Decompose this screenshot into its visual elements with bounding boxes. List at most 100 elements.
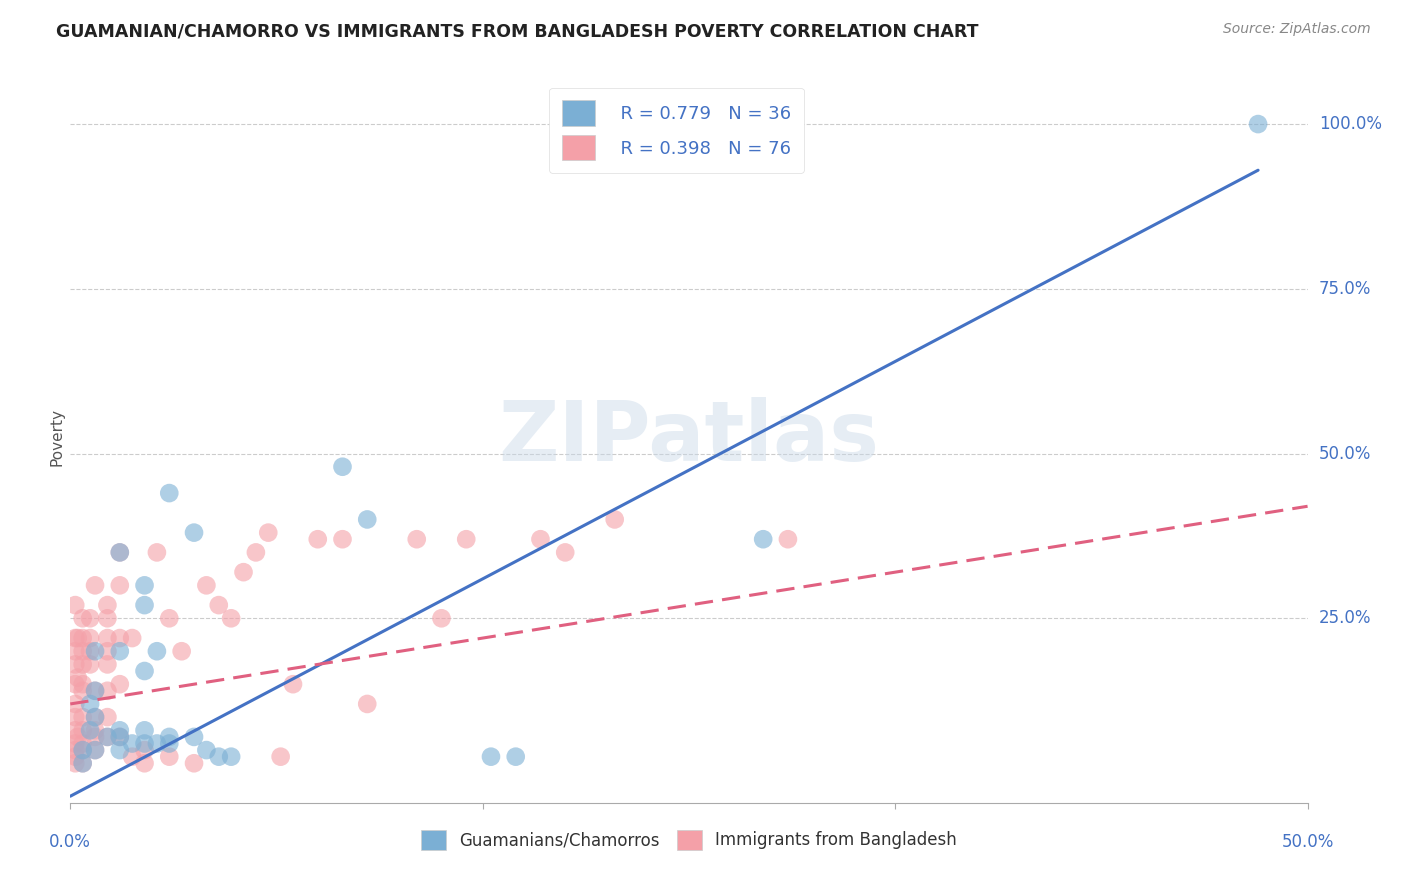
Point: [430, 611, 453, 625]
Point: [208, 749, 231, 764]
Point: [79, 631, 101, 645]
Point: [79, 723, 101, 738]
Point: [195, 743, 218, 757]
Point: [146, 545, 169, 559]
Point: [96, 644, 118, 658]
Point: [79, 644, 101, 658]
Point: [505, 749, 527, 764]
Point: [529, 533, 551, 547]
Point: [146, 737, 169, 751]
Point: [72, 657, 94, 672]
Point: [72, 737, 94, 751]
Text: 25.0%: 25.0%: [1319, 609, 1371, 627]
Point: [121, 631, 143, 645]
Legend: Guamanians/Chamorros, Immigrants from Bangladesh: Guamanians/Chamorros, Immigrants from Ba…: [415, 823, 963, 856]
Point: [245, 545, 267, 559]
Text: 0.0%: 0.0%: [49, 833, 91, 851]
Point: [84, 644, 107, 658]
Text: 50.0%: 50.0%: [1319, 444, 1371, 463]
Point: [208, 598, 231, 612]
Point: [65, 598, 87, 612]
Point: [72, 631, 94, 645]
Point: [108, 677, 131, 691]
Point: [66, 730, 89, 744]
Point: [84, 743, 107, 757]
Point: [96, 598, 118, 612]
Point: [121, 749, 143, 764]
Point: [84, 743, 107, 757]
Point: [121, 737, 143, 751]
Text: Source: ZipAtlas.com: Source: ZipAtlas.com: [1223, 22, 1371, 37]
Point: [108, 743, 131, 757]
Y-axis label: Poverty: Poverty: [49, 408, 65, 467]
Point: [134, 598, 156, 612]
Point: [603, 512, 626, 526]
Text: 50.0%: 50.0%: [1281, 833, 1334, 851]
Point: [332, 459, 354, 474]
Point: [108, 631, 131, 645]
Text: ZIPatlas: ZIPatlas: [499, 397, 879, 477]
Point: [108, 723, 131, 738]
Point: [72, 644, 94, 658]
Point: [195, 578, 218, 592]
Point: [84, 710, 107, 724]
Point: [72, 743, 94, 757]
Point: [65, 743, 87, 757]
Point: [134, 723, 156, 738]
Point: [307, 533, 329, 547]
Point: [157, 730, 180, 744]
Point: [65, 657, 87, 672]
Point: [72, 756, 94, 771]
Point: [108, 578, 131, 592]
Point: [108, 545, 131, 559]
Text: 75.0%: 75.0%: [1319, 280, 1371, 298]
Point: [332, 533, 354, 547]
Point: [146, 644, 169, 658]
Point: [65, 677, 87, 691]
Point: [134, 737, 156, 751]
Point: [108, 730, 131, 744]
Point: [96, 683, 118, 698]
Point: [96, 631, 118, 645]
Point: [281, 677, 304, 691]
Point: [84, 683, 107, 698]
Point: [65, 749, 87, 764]
Text: GUAMANIAN/CHAMORRO VS IMMIGRANTS FROM BANGLADESH POVERTY CORRELATION CHART: GUAMANIAN/CHAMORRO VS IMMIGRANTS FROM BA…: [56, 22, 979, 40]
Text: 100.0%: 100.0%: [1319, 115, 1382, 133]
Point: [65, 737, 87, 751]
Point: [66, 671, 89, 685]
Point: [108, 730, 131, 744]
Point: [134, 756, 156, 771]
Point: [65, 697, 87, 711]
Point: [84, 683, 107, 698]
Point: [157, 737, 180, 751]
Point: [79, 697, 101, 711]
Point: [170, 644, 193, 658]
Point: [72, 683, 94, 698]
Point: [183, 730, 205, 744]
Point: [84, 578, 107, 592]
Point: [219, 611, 242, 625]
Point: [183, 756, 205, 771]
Point: [270, 749, 292, 764]
Point: [65, 644, 87, 658]
Point: [554, 545, 576, 559]
Point: [157, 486, 180, 500]
Point: [134, 664, 156, 678]
Point: [776, 533, 799, 547]
Point: [84, 730, 107, 744]
Point: [96, 657, 118, 672]
Point: [72, 723, 94, 738]
Point: [96, 730, 118, 744]
Point: [96, 611, 118, 625]
Point: [72, 743, 94, 757]
Point: [65, 756, 87, 771]
Point: [66, 631, 89, 645]
Point: [456, 533, 478, 547]
Point: [157, 611, 180, 625]
Point: [65, 723, 87, 738]
Point: [1247, 117, 1270, 131]
Point: [183, 525, 205, 540]
Point: [96, 710, 118, 724]
Point: [72, 710, 94, 724]
